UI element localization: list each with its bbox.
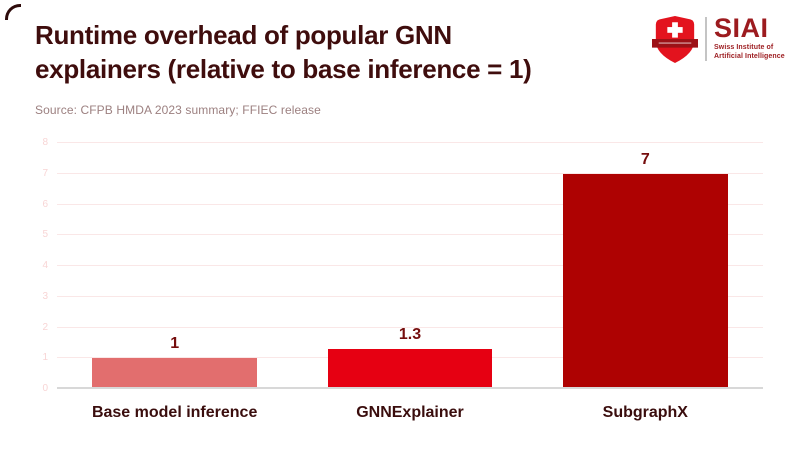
- bar-column-base-model-inference: 1 Base model inference: [57, 143, 292, 421]
- gridline-y2: [57, 326, 763, 328]
- y-tick-label-6: 6: [42, 198, 48, 210]
- gridline-y3: [57, 295, 763, 297]
- x-axis-category-label-base-model-inference: Base model inference: [91, 404, 258, 421]
- gridline-y7: [57, 172, 763, 174]
- corner-decoration: [5, 4, 21, 20]
- gridline-y5: [57, 234, 763, 236]
- y-tick-label-5: 5: [42, 229, 48, 241]
- bar-chart-plot: 0 1 2 3 4 5 6 7 8 1 Base model inference 1.3 GNNExpl…: [42, 137, 763, 421]
- y-tick-label-2: 2: [42, 321, 48, 333]
- x-axis-baseline: [57, 387, 763, 389]
- y-tick-label-0: 0: [42, 383, 48, 394]
- gridline-y6: [57, 203, 763, 205]
- gridline-y8: [57, 142, 763, 143]
- gridline-y4: [57, 265, 763, 266]
- logo-subtitle-line2: Artificial Intelligence: [714, 52, 785, 60]
- bar-value-label-base-model-inference: 1: [170, 335, 180, 353]
- swiss-shield-icon: [652, 16, 698, 64]
- logo-subtitle: Swiss Institute of Artificial Intelligenc…: [714, 44, 785, 61]
- source-note: Source: CFPB HMDA 2023 summary; FFIEC re…: [35, 103, 321, 117]
- y-tick-label-3: 3: [42, 290, 48, 302]
- y-tick-label-1: 1: [42, 352, 48, 364]
- bar-gnnexplainer: [327, 349, 493, 389]
- page-title-line1: Runtime overhead of popular GNN: [35, 20, 452, 50]
- siai-logo: SIAI Swiss Institute of Artificial Intell…: [652, 15, 785, 65]
- x-axis-category-label-gnnexplainer: GNNExplainer: [356, 404, 464, 421]
- bar-column-gnnexplainer: 1.3 GNNExplainer: [292, 143, 527, 421]
- bar-value-label-gnnexplainer: 1.3: [398, 326, 422, 344]
- logo-subtitle-line1: Swiss Institute of: [714, 44, 774, 51]
- y-tick-label-8: 8: [42, 137, 48, 148]
- logo-divider: [705, 17, 707, 61]
- bar-value-label-subgraphx: 7: [640, 150, 650, 168]
- x-axis-category-label-subgraphx: SubgraphX: [602, 404, 688, 421]
- y-tick-label-7: 7: [42, 167, 48, 179]
- y-tick-label-4: 4: [42, 260, 48, 271]
- bar-column-subgraphx: 7 SubgraphX: [528, 143, 763, 421]
- bar-subgraphx: [562, 173, 728, 389]
- logo-text: SIAI Swiss Institute of Artificial Intell…: [714, 15, 785, 61]
- bar-base-model-inference: [92, 358, 258, 389]
- logo-acronym: SIAI: [714, 13, 769, 43]
- page-title: Runtime overhead of popular GNN explainer…: [35, 18, 635, 86]
- page-title-line2: explainers (relative to base inference =…: [35, 54, 532, 84]
